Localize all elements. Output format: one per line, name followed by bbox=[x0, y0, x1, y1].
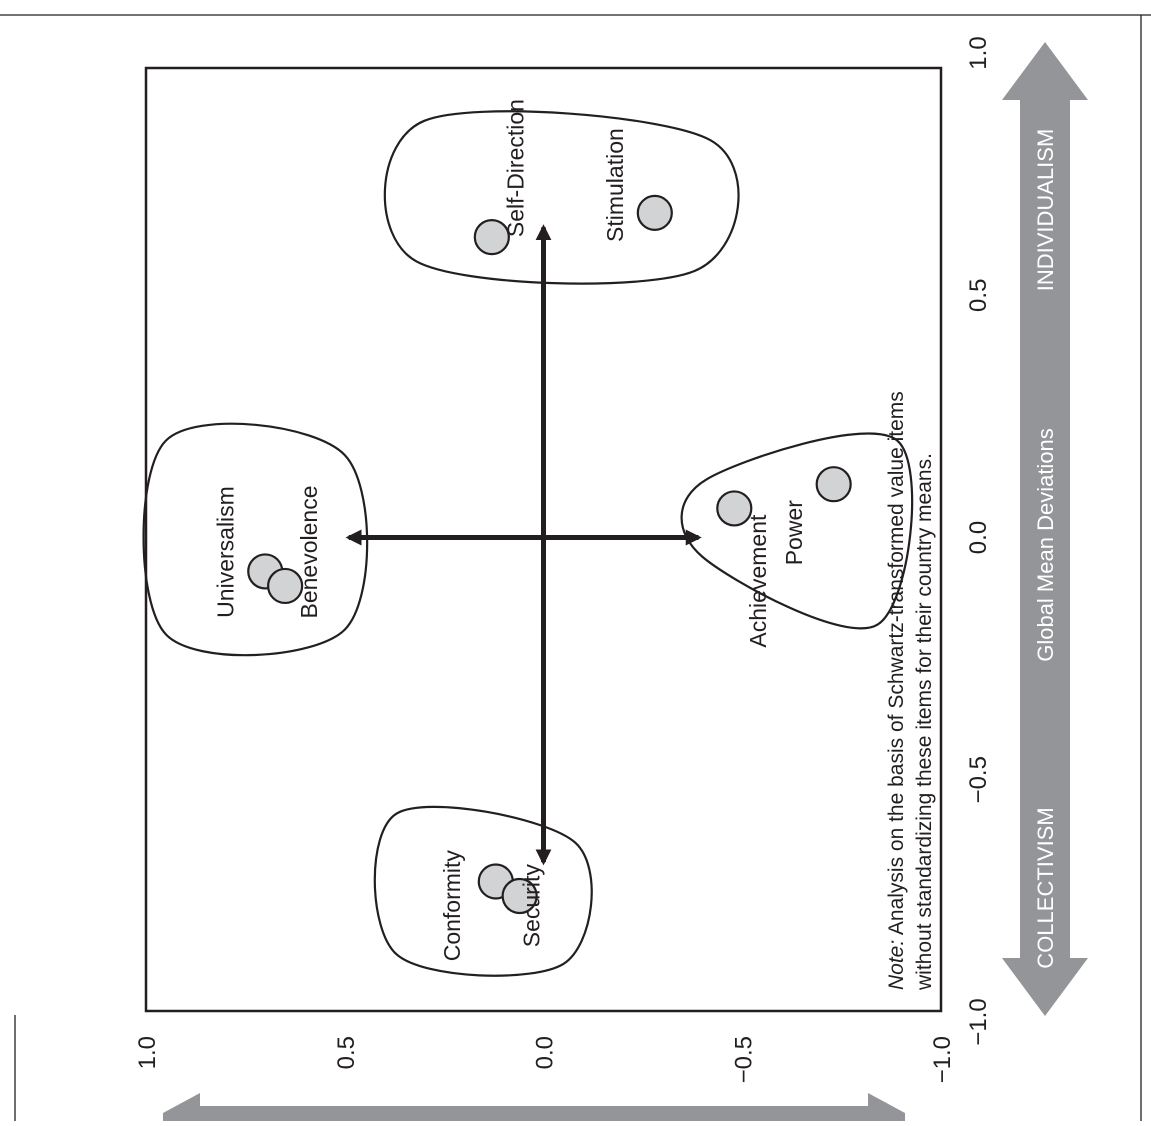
plot-area bbox=[144, 66, 943, 1013]
data-labels: Universalism Benevolence Self-Direction Sti… bbox=[212, 99, 807, 961]
note-line-2: without standardizing these items for th… bbox=[913, 453, 936, 991]
x-tick-label: 1.0 bbox=[965, 36, 992, 69]
cross-arrows bbox=[345, 224, 702, 866]
y-axis-band-arrow bbox=[163, 1093, 905, 1121]
y-tick-label: −1.0 bbox=[929, 1036, 956, 1083]
data-points bbox=[247, 194, 852, 915]
label-self-direction: Self-Direction bbox=[503, 99, 529, 237]
group-outline-universalism bbox=[142, 422, 369, 657]
group-outline-conformity bbox=[373, 805, 593, 977]
label-conformity: Conformity bbox=[439, 850, 465, 962]
group-outlines bbox=[142, 110, 914, 977]
label-universalism: Universalism bbox=[212, 486, 238, 618]
group-outline-self-direction bbox=[383, 110, 740, 285]
label-stimulation: Stimulation bbox=[602, 128, 628, 242]
y-tick-label: −0.5 bbox=[730, 1036, 757, 1083]
group-outline-achievement bbox=[680, 432, 914, 630]
point-benevolence bbox=[267, 567, 304, 605]
x-tick-label: −0.5 bbox=[965, 756, 992, 803]
x-tick-label: 0.5 bbox=[965, 279, 992, 312]
x-pole-low: COLLECTIVISM bbox=[1033, 807, 1058, 968]
x-pole-high: INDIVIDUALISM bbox=[1033, 129, 1058, 292]
y-tick-label: 0.0 bbox=[532, 1036, 559, 1069]
ticks: −1.0 −0.5 0.0 0.5 1.0 1.0 0.5 0.0 −0.5 −1.0 bbox=[134, 36, 992, 1083]
x-axis-label: Global Mean Deviations bbox=[1033, 428, 1058, 662]
y-tick-label: 1.0 bbox=[134, 1036, 161, 1069]
point-security bbox=[501, 877, 538, 915]
label-benevolence: Benevolence bbox=[296, 486, 322, 619]
point-self-direction bbox=[473, 219, 510, 256]
point-stimulation bbox=[636, 194, 673, 231]
x-tick-label: −1.0 bbox=[965, 998, 992, 1045]
x-axis-band: INDIVIDUALISM Global Mean Deviations COL… bbox=[1002, 42, 1088, 1016]
note-line-1: Note: Analysis on the basis of Schwartz-… bbox=[885, 391, 908, 990]
label-security: Security bbox=[519, 864, 545, 948]
label-power: Power bbox=[781, 500, 807, 566]
point-achievement bbox=[716, 490, 753, 527]
note: Note: Analysis on the basis of Schwartz-… bbox=[885, 385, 936, 991]
x-tick-label: 0.0 bbox=[965, 521, 992, 554]
note-line-1-text: Analysis on the basis of Schwartz-transf… bbox=[885, 391, 908, 940]
y-tick-label: 0.5 bbox=[333, 1036, 360, 1069]
note-prefix: Note: bbox=[885, 940, 908, 990]
x-axis-band-arrow bbox=[1002, 42, 1088, 1016]
label-achievement: Achievement bbox=[745, 514, 771, 648]
point-power bbox=[815, 466, 852, 503]
